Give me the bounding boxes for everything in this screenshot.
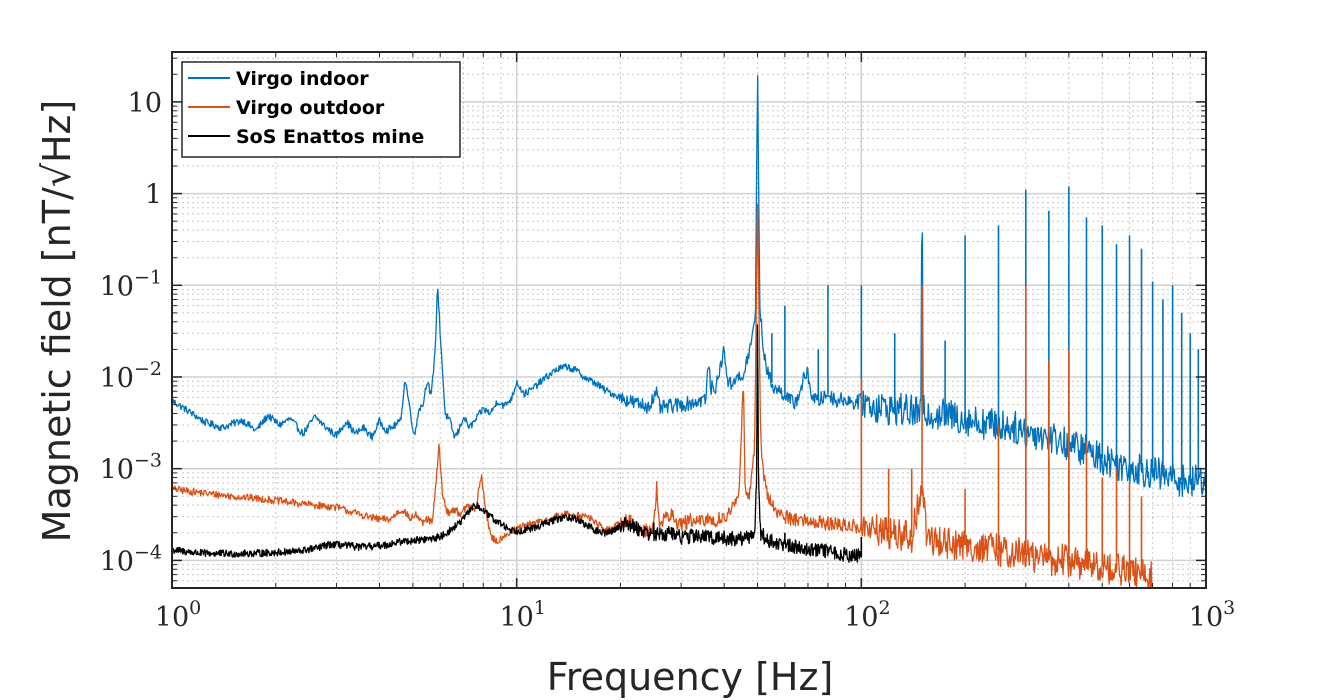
y-tick-label: 10−1 (100, 266, 162, 302)
y-axis-title: Magnetic field [nT/√Hz] (35, 100, 79, 543)
legend-label: Virgo outdoor (236, 97, 385, 119)
axis-ticks (171, 52, 1207, 589)
legend-label: SoS Enattos mine (236, 126, 424, 148)
legend-label: Virgo indoor (236, 68, 369, 90)
y-tick-label: 10−3 (100, 450, 162, 486)
series-line-1 (172, 75, 1206, 498)
y-tick-label: 1 (145, 180, 162, 211)
x-axis-tick-labels: 100 101 102 103 (155, 597, 1235, 633)
series-line-3 (172, 324, 862, 563)
plot-frame (171, 51, 1207, 589)
y-tick-label: 10 (128, 88, 162, 119)
x-tick-label: 102 (844, 597, 890, 633)
x-axis-title: Frequency [Hz] (547, 655, 834, 699)
y-tick-label: 10−2 (100, 358, 162, 394)
y-tick-label: 10−4 (100, 541, 162, 577)
x-tick-label: 100 (155, 597, 201, 633)
x-tick-label: 103 (1189, 597, 1235, 633)
legend: Virgo indoor Virgo outdoor SoS Enattos min… (181, 61, 461, 158)
series-layer (172, 75, 1206, 588)
series-line-2 (172, 203, 1153, 588)
x-tick-label: 101 (499, 597, 545, 633)
y-axis-tick-labels: 10 1 10−1 10−2 10−3 10−4 (100, 88, 162, 578)
